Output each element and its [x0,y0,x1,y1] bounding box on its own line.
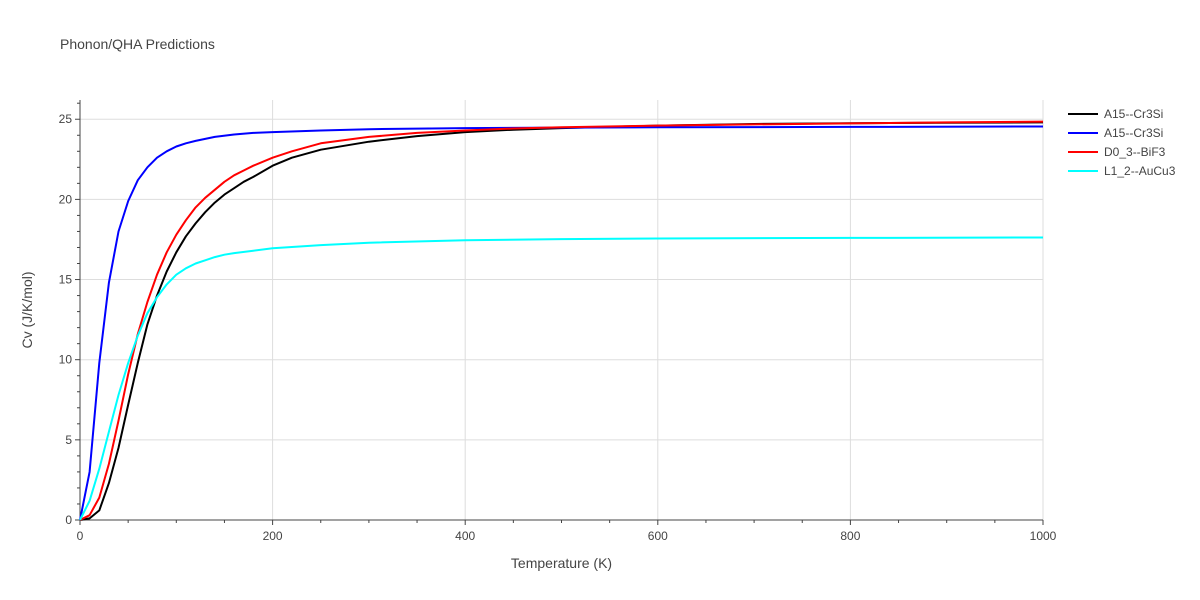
y-tick-label: 15 [59,273,73,287]
legend: A15--Cr3Si A15--Cr3Si D0_3--BiF3 L1_2--AuCu… [1068,107,1176,178]
axes [75,100,1044,525]
x-tick-label: 1000 [1030,529,1057,543]
plot-area [79,120,1044,521]
x-tick-label: 600 [648,529,668,543]
series-line-2 [79,125,1044,521]
x-tick-label: 400 [455,529,475,543]
x-tick-label: 800 [840,529,860,543]
legend-entry-label: A15--Cr3Si [1104,126,1163,140]
chart-title: Phonon/QHA Predictions [60,36,215,52]
y-tick-label: 5 [65,433,72,447]
y-axis-label: Cv (J/K/mol) [19,272,35,349]
x-tick-label: 200 [263,529,283,543]
legend-entry-label: D0_3--BiF3 [1104,145,1166,159]
legend-entry-label: L1_2--AuCu3 [1104,164,1176,178]
y-tick-label: 10 [59,353,73,367]
series-line-4 [79,236,1044,521]
x-tick-label: 0 [77,529,84,543]
x-axis-label: Temperature (K) [511,555,612,571]
series-line-3 [79,120,1044,521]
tick-labels: 0 200 400 600 800 1000 0 5 10 15 20 25 [59,112,1057,543]
y-tick-label: 25 [59,112,73,126]
legend-entry-label: A15--Cr3Si [1104,107,1163,121]
grid-lines [80,100,1044,520]
y-tick-label: 0 [65,513,72,527]
y-tick-label: 20 [59,192,73,206]
